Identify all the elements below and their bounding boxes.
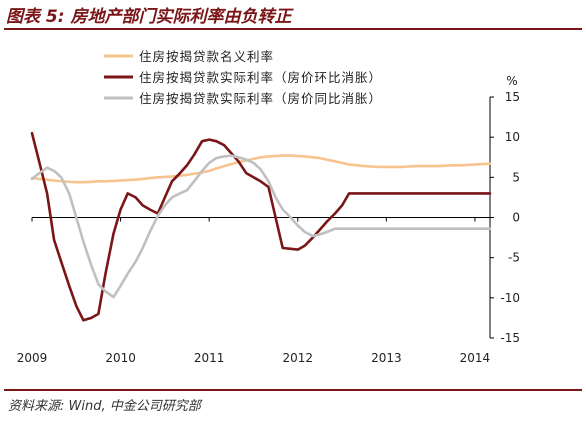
y-tick-label: 15 (505, 90, 520, 104)
x-tick-label: 2013 (371, 351, 402, 365)
y-tick-label: -5 (508, 251, 520, 265)
y-tick-label: 0 (512, 211, 520, 225)
y-unit-label: % (506, 74, 517, 88)
legend-label: 住房按揭贷款实际利率（房价同比消胀） (139, 91, 382, 106)
series-line-1 (30, 154, 492, 184)
x-tick-label: 2012 (282, 351, 313, 365)
series-line-2 (30, 131, 492, 322)
series-line-3 (30, 154, 492, 299)
source-note: 资料来源: Wind, 中金公司研究部 (8, 399, 201, 414)
figure-title: 图表 5: 房地产部门实际利率由负转正 (6, 7, 292, 27)
legend-label: 住房按揭贷款实际利率（房价环比消胀） (139, 70, 382, 85)
y-tick-label: 5 (512, 170, 520, 184)
chart-series (30, 131, 492, 322)
x-tick-label: 2014 (460, 351, 491, 365)
y-tick-label: -15 (500, 331, 520, 345)
source-rule (4, 389, 582, 391)
x-tick-label: 2011 (194, 351, 225, 365)
chart-axes: 15 10 5 0 -5 -10 -15% 2009 2010 2011 2012 2013 2014 (17, 74, 520, 365)
y-tick-label: 10 (505, 130, 520, 144)
x-tick-label: 2010 (105, 351, 136, 365)
legend-label: 住房按揭贷款名义利率 (139, 49, 274, 64)
y-tick-label: -10 (500, 291, 520, 305)
x-tick-label: 2009 (17, 351, 48, 365)
title-rule (4, 28, 582, 30)
